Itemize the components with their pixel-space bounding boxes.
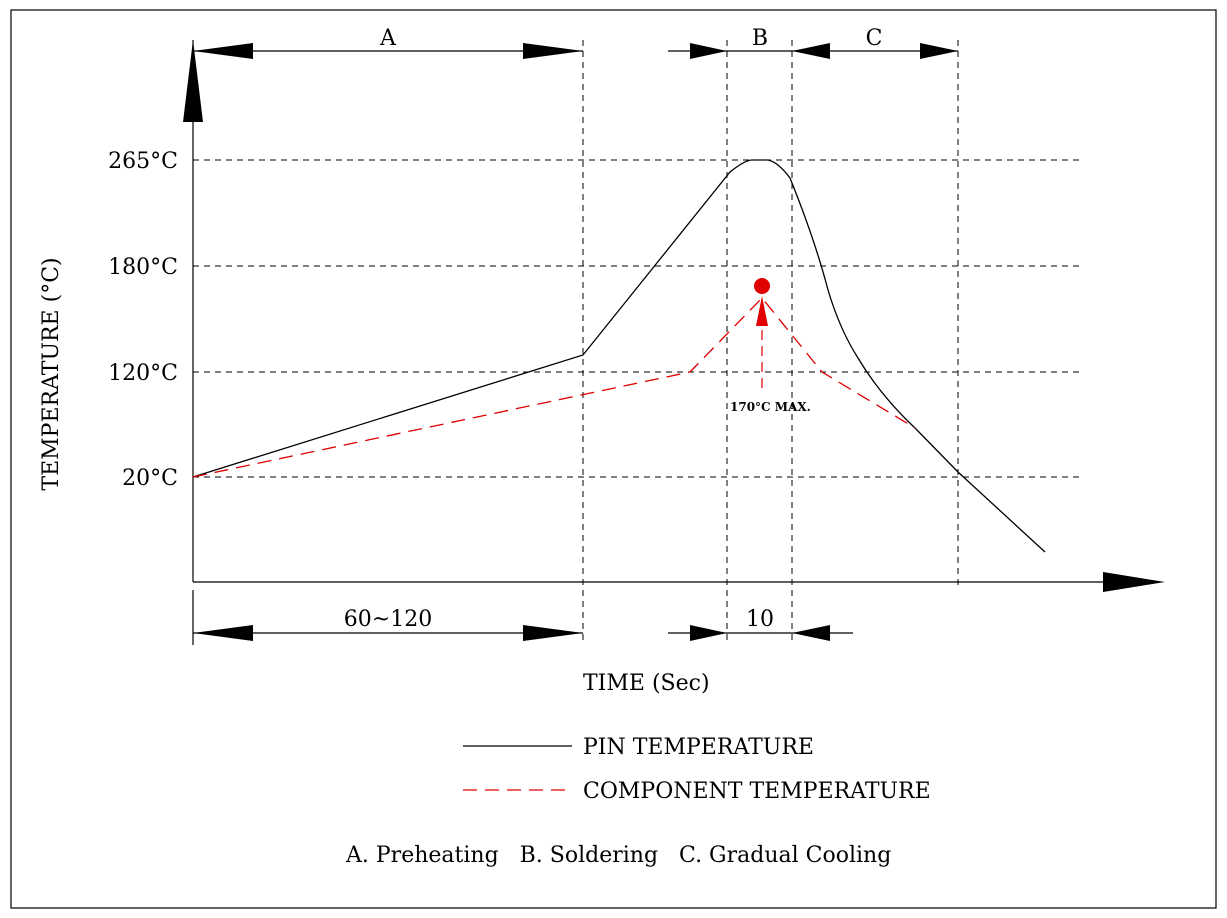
preheat-duration-dimension	[193, 625, 583, 641]
max-pointer-arrowhead	[756, 296, 768, 326]
outer-border	[10, 9, 1217, 909]
section-a-label: A	[379, 26, 397, 51]
solder-duration-dimension	[668, 625, 853, 641]
x-axis-arrowhead	[1103, 572, 1165, 592]
y-tick-265: 265°C	[108, 149, 178, 174]
x-axis-title: TIME (Sec)	[583, 671, 710, 696]
y-tick-180: 180°C	[108, 255, 178, 280]
section-c-label: C	[866, 26, 883, 51]
legend: PIN TEMPERATURE COMPONENT TEMPERATURE	[463, 735, 931, 804]
pin-temperature-curve	[192, 159, 1046, 553]
y-tick-20: 20°C	[122, 466, 178, 491]
y-tick-120: 120°C	[108, 361, 178, 386]
component-temperature-curve	[192, 297, 916, 478]
section-c-dimension	[792, 43, 958, 59]
y-axis-arrowhead	[183, 40, 203, 122]
y-axis-title: TEMPERATURE (°C)	[39, 257, 64, 490]
solder-duration-label: 10	[746, 607, 774, 632]
legend-pin-label: PIN TEMPERATURE	[583, 735, 814, 760]
component-max-label: 170°C MAX.	[730, 400, 811, 414]
preheat-duration-label: 60~120	[344, 607, 432, 632]
section-a-dimension	[193, 43, 583, 59]
component-max-marker	[754, 278, 770, 294]
section-b-label: B	[752, 26, 768, 51]
section-b-dimension	[668, 43, 792, 59]
legend-component-label: COMPONENT TEMPERATURE	[583, 779, 931, 804]
phase-notes: A. Preheating B. Soldering C. Gradual Co…	[345, 843, 891, 868]
